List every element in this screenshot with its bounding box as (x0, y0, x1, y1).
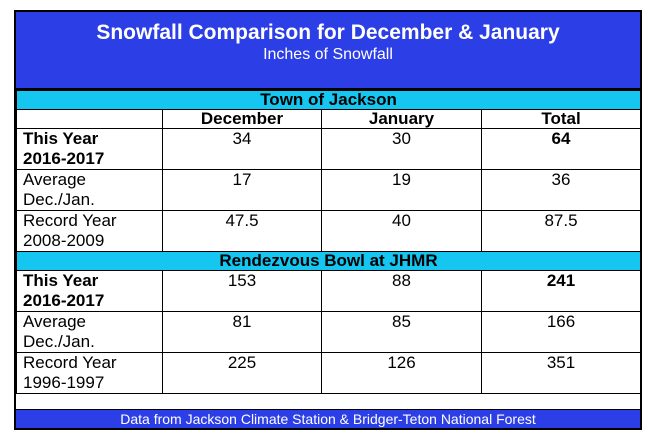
row-label-line1: Record Year (23, 211, 117, 230)
section-header-row: Rendezvous Bowl at JHMR (15, 251, 642, 271)
row-label-line2: 2008-2009 (23, 231, 105, 250)
data-table: Town of Jackson December January Total T… (15, 90, 642, 394)
row-label-line1: Average (23, 170, 87, 189)
table-row: Average Dec./Jan. 17 19 36 (16, 169, 642, 211)
snowfall-table: Snowfall Comparison for December & Janua… (14, 10, 642, 430)
cell-december: 17 (162, 169, 322, 211)
table-title: Snowfall Comparison for December & Janua… (96, 21, 560, 44)
cell-total: 166 (480, 311, 642, 353)
cell-january: 88 (321, 270, 482, 312)
row-label-line2: 1996-1997 (23, 373, 105, 392)
row-label-line2: Dec./Jan. (23, 332, 95, 351)
row-label-line1: Average (23, 312, 87, 331)
column-header-row: December January Total (16, 109, 642, 129)
cell-january: 40 (321, 210, 482, 252)
row-label-line1: This Year (23, 271, 99, 290)
row-label-line2: 2016-2017 (23, 149, 105, 168)
table-row: Record Year 2008-2009 47.5 40 87.5 (16, 210, 642, 252)
cell-december: 34 (162, 128, 322, 170)
row-label-line2: Dec./Jan. (23, 190, 95, 209)
cell-december: 153 (162, 270, 322, 312)
row-label-line2: 2016-2017 (23, 291, 105, 310)
row-label: Record Year 1996-1997 (16, 352, 163, 394)
section-header-row: Town of Jackson (15, 90, 642, 110)
row-label-line1: This Year (23, 129, 99, 148)
table-row: This Year 2016-2017 153 88 241 (16, 270, 642, 312)
table-subtitle: Inches of Snowfall (263, 46, 393, 63)
title-block: Snowfall Comparison for December & Janua… (16, 12, 640, 90)
row-label: This Year 2016-2017 (16, 270, 163, 312)
row-label: Record Year 2008-2009 (16, 210, 163, 252)
cell-total: 64 (480, 128, 642, 170)
column-header-december: December (162, 109, 322, 129)
cell-january: 85 (321, 311, 482, 353)
cell-january: 19 (321, 169, 482, 211)
cell-december: 47.5 (162, 210, 322, 252)
row-label-line1: Record Year (23, 353, 117, 372)
table-row: This Year 2016-2017 34 30 64 (16, 128, 642, 170)
section-title: Town of Jackson (15, 90, 642, 110)
table-row: Record Year 1996-1997 225 126 351 (16, 352, 642, 394)
corner-cell (16, 109, 163, 129)
cell-total: 351 (480, 352, 642, 394)
cell-total: 36 (480, 169, 642, 211)
cell-december: 225 (162, 352, 322, 394)
row-label: Average Dec./Jan. (16, 169, 163, 211)
row-label: This Year 2016-2017 (16, 128, 163, 170)
section-title: Rendezvous Bowl at JHMR (15, 251, 642, 271)
row-label: Average Dec./Jan. (16, 311, 163, 353)
cell-december: 81 (162, 311, 322, 353)
column-header-january: January (321, 109, 482, 129)
cell-january: 126 (321, 352, 482, 394)
column-header-total: Total (480, 109, 642, 129)
cell-total: 87.5 (480, 210, 642, 252)
cell-january: 30 (321, 128, 482, 170)
cell-total: 241 (480, 270, 642, 312)
table-row: Average Dec./Jan. 81 85 166 (16, 311, 642, 353)
source-footer: Data from Jackson Climate Station & Brid… (16, 409, 640, 428)
